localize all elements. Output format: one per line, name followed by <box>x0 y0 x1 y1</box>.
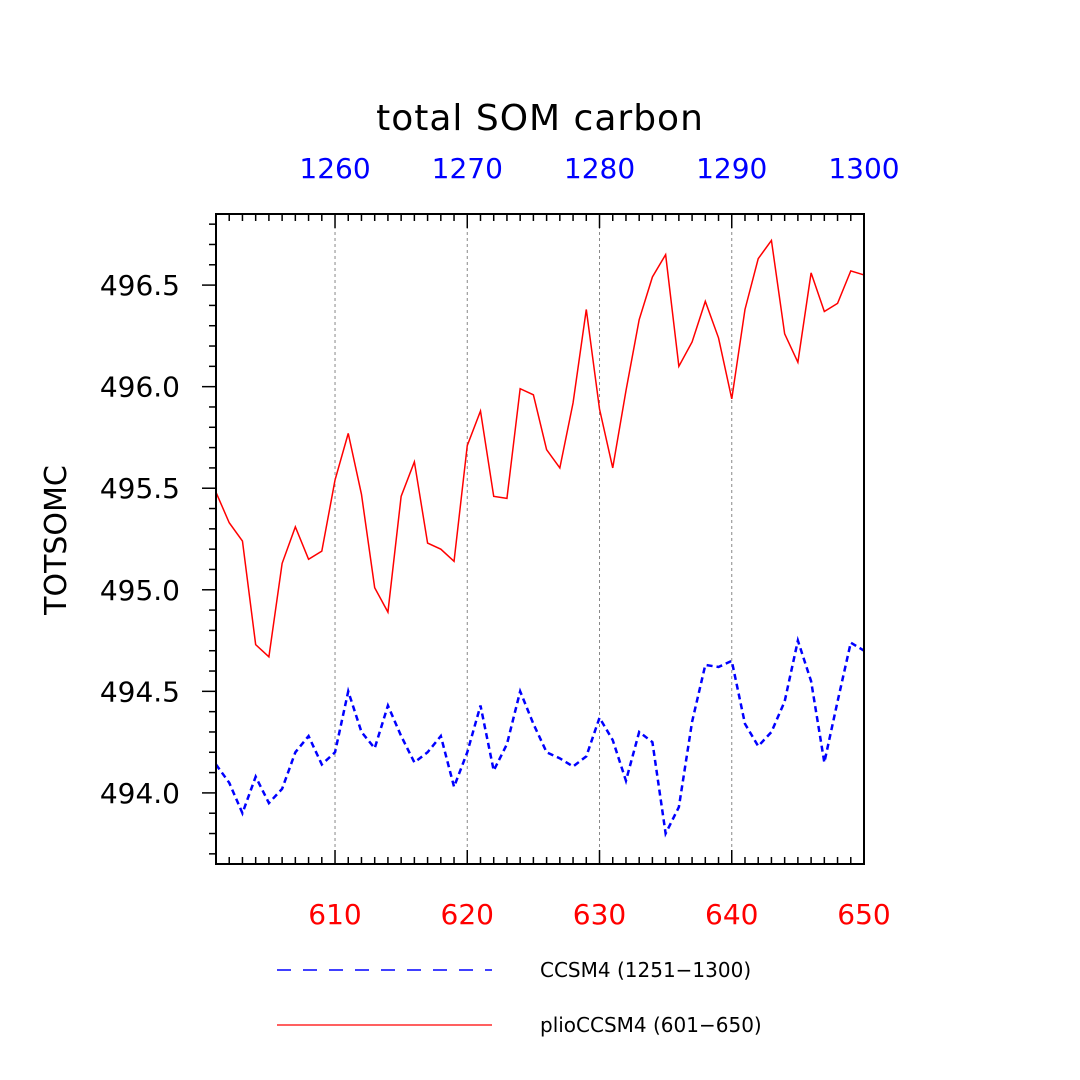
axis-ticks <box>202 214 865 864</box>
series-line-plioccsm4 <box>215 238 865 659</box>
y-tick-label: 495.5 <box>100 472 180 505</box>
plot-frame <box>215 213 865 865</box>
x-tick-label-bottom: 630 <box>573 898 626 931</box>
y-tick-label: 494.0 <box>100 777 180 810</box>
legend-label: CCSM4 (1251−1300) <box>540 958 751 982</box>
series-lines <box>214 238 865 838</box>
x-tick-label-bottom: 620 <box>441 898 494 931</box>
y-tick-label: 494.5 <box>100 675 180 708</box>
y-tick-label: 496.0 <box>100 371 180 404</box>
x-tick-label-top: 1300 <box>828 152 899 185</box>
series-line-ccsm4 <box>214 635 865 838</box>
legend: CCSM4 (1251−1300) plioCCSM4 (601−650) <box>277 958 762 1037</box>
tick-labels: 610 1260 620 1270 630 1280 640 1290 650 1300 494.0… <box>100 152 900 931</box>
y-tick-label: 495.0 <box>100 574 180 607</box>
legend-label: plioCCSM4 (601−650) <box>540 1013 762 1037</box>
chart-title: total SOM carbon <box>376 98 704 139</box>
x-tick-label-bottom: 640 <box>705 898 758 931</box>
y-axis-label: TOTSOMC <box>39 465 74 616</box>
x-tick-label-top: 1280 <box>564 152 635 185</box>
x-tick-label-top: 1270 <box>432 152 503 185</box>
x-tick-label-bottom: 650 <box>837 898 890 931</box>
x-tick-label-bottom: 610 <box>308 898 361 931</box>
y-tick-label: 496.5 <box>100 269 180 302</box>
x-tick-label-top: 1260 <box>299 152 370 185</box>
x-tick-label-top: 1290 <box>696 152 767 185</box>
